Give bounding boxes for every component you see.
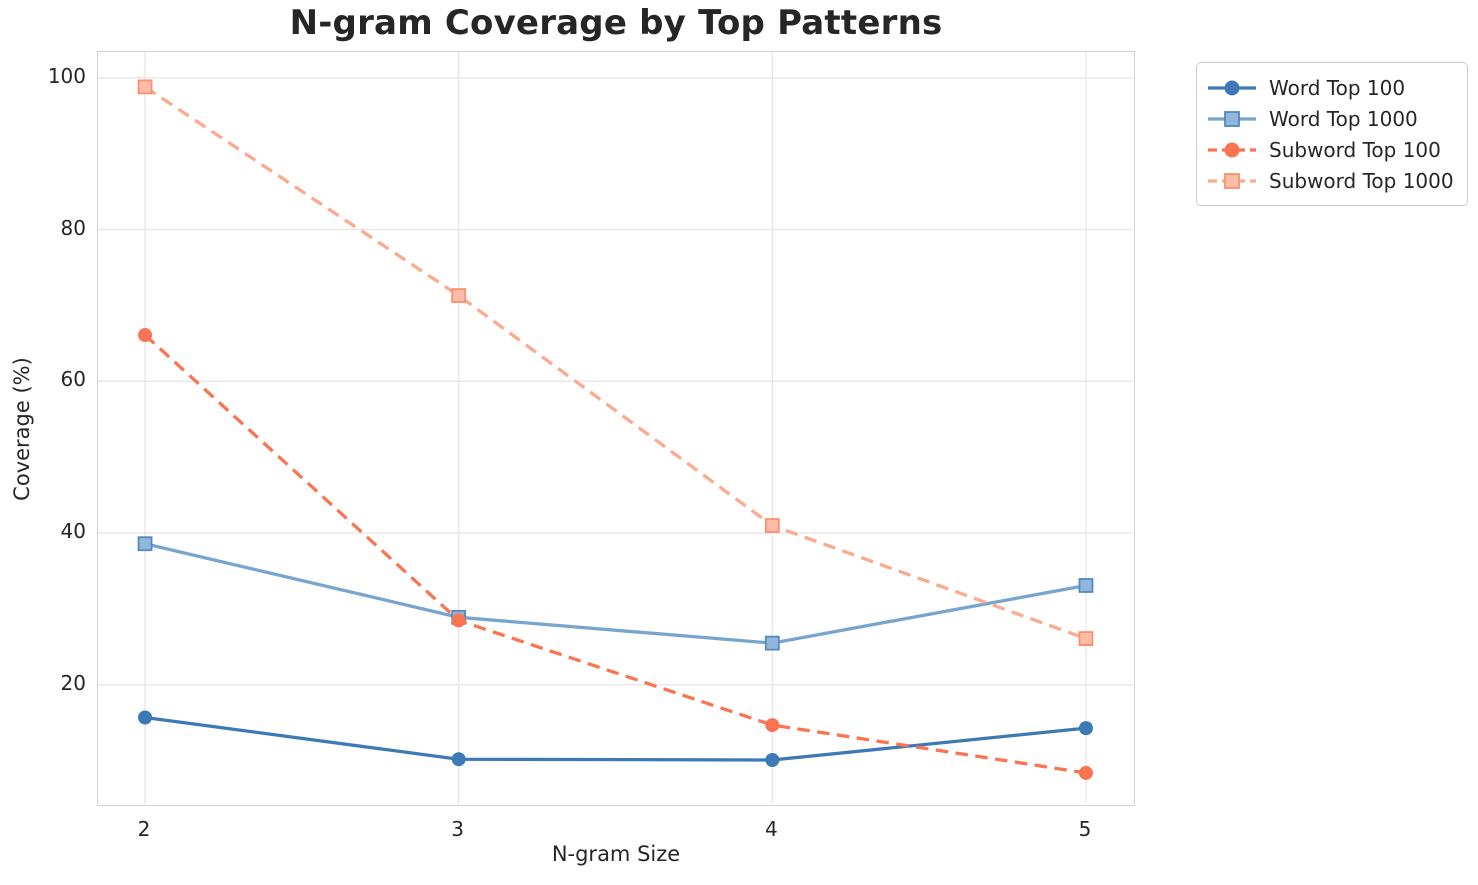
series-line <box>144 542 1087 645</box>
plot-area <box>97 51 1135 806</box>
y-tick-label: 20 <box>60 670 86 695</box>
data-point-marker <box>137 536 153 552</box>
data-point-marker <box>1078 631 1094 646</box>
data-point-marker <box>138 328 153 343</box>
legend-line-marker-sample <box>1207 77 1257 99</box>
data-point-marker <box>765 752 780 767</box>
data-point-marker <box>1078 721 1093 736</box>
legend-label: Word Top 1000 <box>1269 106 1418 131</box>
legend: Word Top 100 Word Top 1000 Subword Top 100… <box>1196 62 1468 206</box>
series-line <box>144 715 1087 762</box>
legend-line-marker-sample <box>1207 170 1257 192</box>
data-point-marker <box>765 718 780 733</box>
y-tick-label: 40 <box>60 519 86 544</box>
legend-item: Subword Top 100 <box>1207 134 1455 165</box>
data-point-marker <box>138 710 153 725</box>
legend-line-marker-sample <box>1207 108 1257 130</box>
legend-item: Subword Top 1000 <box>1207 165 1455 196</box>
data-point-marker <box>137 79 153 95</box>
data-point-marker <box>1078 578 1094 593</box>
data-point-marker <box>1078 765 1093 780</box>
y-tick-label: 60 <box>60 367 86 392</box>
legend-label: Word Top 100 <box>1269 75 1406 100</box>
data-point-marker <box>451 613 466 628</box>
chart-canvas <box>98 52 1133 804</box>
legend-label: Subword Top 100 <box>1269 137 1441 162</box>
series-line <box>143 333 1087 775</box>
legend-item: Word Top 1000 <box>1207 103 1455 134</box>
data-point-marker <box>451 752 466 767</box>
data-point-marker <box>764 635 780 651</box>
y-tick-label: 100 <box>47 63 86 88</box>
legend-label: Subword Top 1000 <box>1269 168 1454 193</box>
data-point-marker <box>764 518 780 533</box>
series-line <box>144 85 1087 641</box>
data-point-marker <box>451 288 467 303</box>
legend-item: Word Top 100 <box>1207 72 1455 103</box>
chart-title: N-gram Coverage by Top Patterns <box>289 3 943 43</box>
legend-line-marker-sample <box>1207 139 1257 161</box>
x-tick-label: 3 <box>451 817 465 841</box>
y-tick-label: 80 <box>60 215 86 240</box>
x-tick-label: 5 <box>1078 817 1092 841</box>
x-axis-label: N-gram Size <box>551 842 681 866</box>
x-tick-label: 4 <box>764 817 778 841</box>
x-tick-label: 2 <box>137 817 151 841</box>
